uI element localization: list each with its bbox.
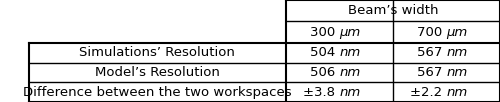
Text: nm: nm — [446, 46, 468, 59]
Text: Difference between the two workspaces: Difference between the two workspaces — [23, 86, 291, 99]
Text: 504: 504 — [310, 46, 339, 59]
Text: 567: 567 — [417, 46, 446, 59]
Text: 700: 700 — [417, 26, 446, 39]
Text: Simulations’ Resolution: Simulations’ Resolution — [79, 46, 235, 59]
Text: nm: nm — [446, 66, 468, 79]
Text: nm: nm — [339, 86, 360, 99]
Text: 300: 300 — [310, 26, 339, 39]
Text: nm: nm — [339, 46, 360, 59]
Text: 506: 506 — [310, 66, 339, 79]
Text: μm: μm — [446, 26, 468, 39]
Text: ±2.2: ±2.2 — [410, 86, 447, 99]
Text: Beam’s width: Beam’s width — [348, 4, 438, 17]
Text: 567: 567 — [417, 66, 446, 79]
Text: Model’s Resolution: Model’s Resolution — [94, 66, 220, 79]
Text: nm: nm — [339, 66, 360, 79]
Text: μm: μm — [339, 26, 360, 39]
Text: nm: nm — [446, 86, 468, 99]
Text: ±3.8: ±3.8 — [303, 86, 339, 99]
